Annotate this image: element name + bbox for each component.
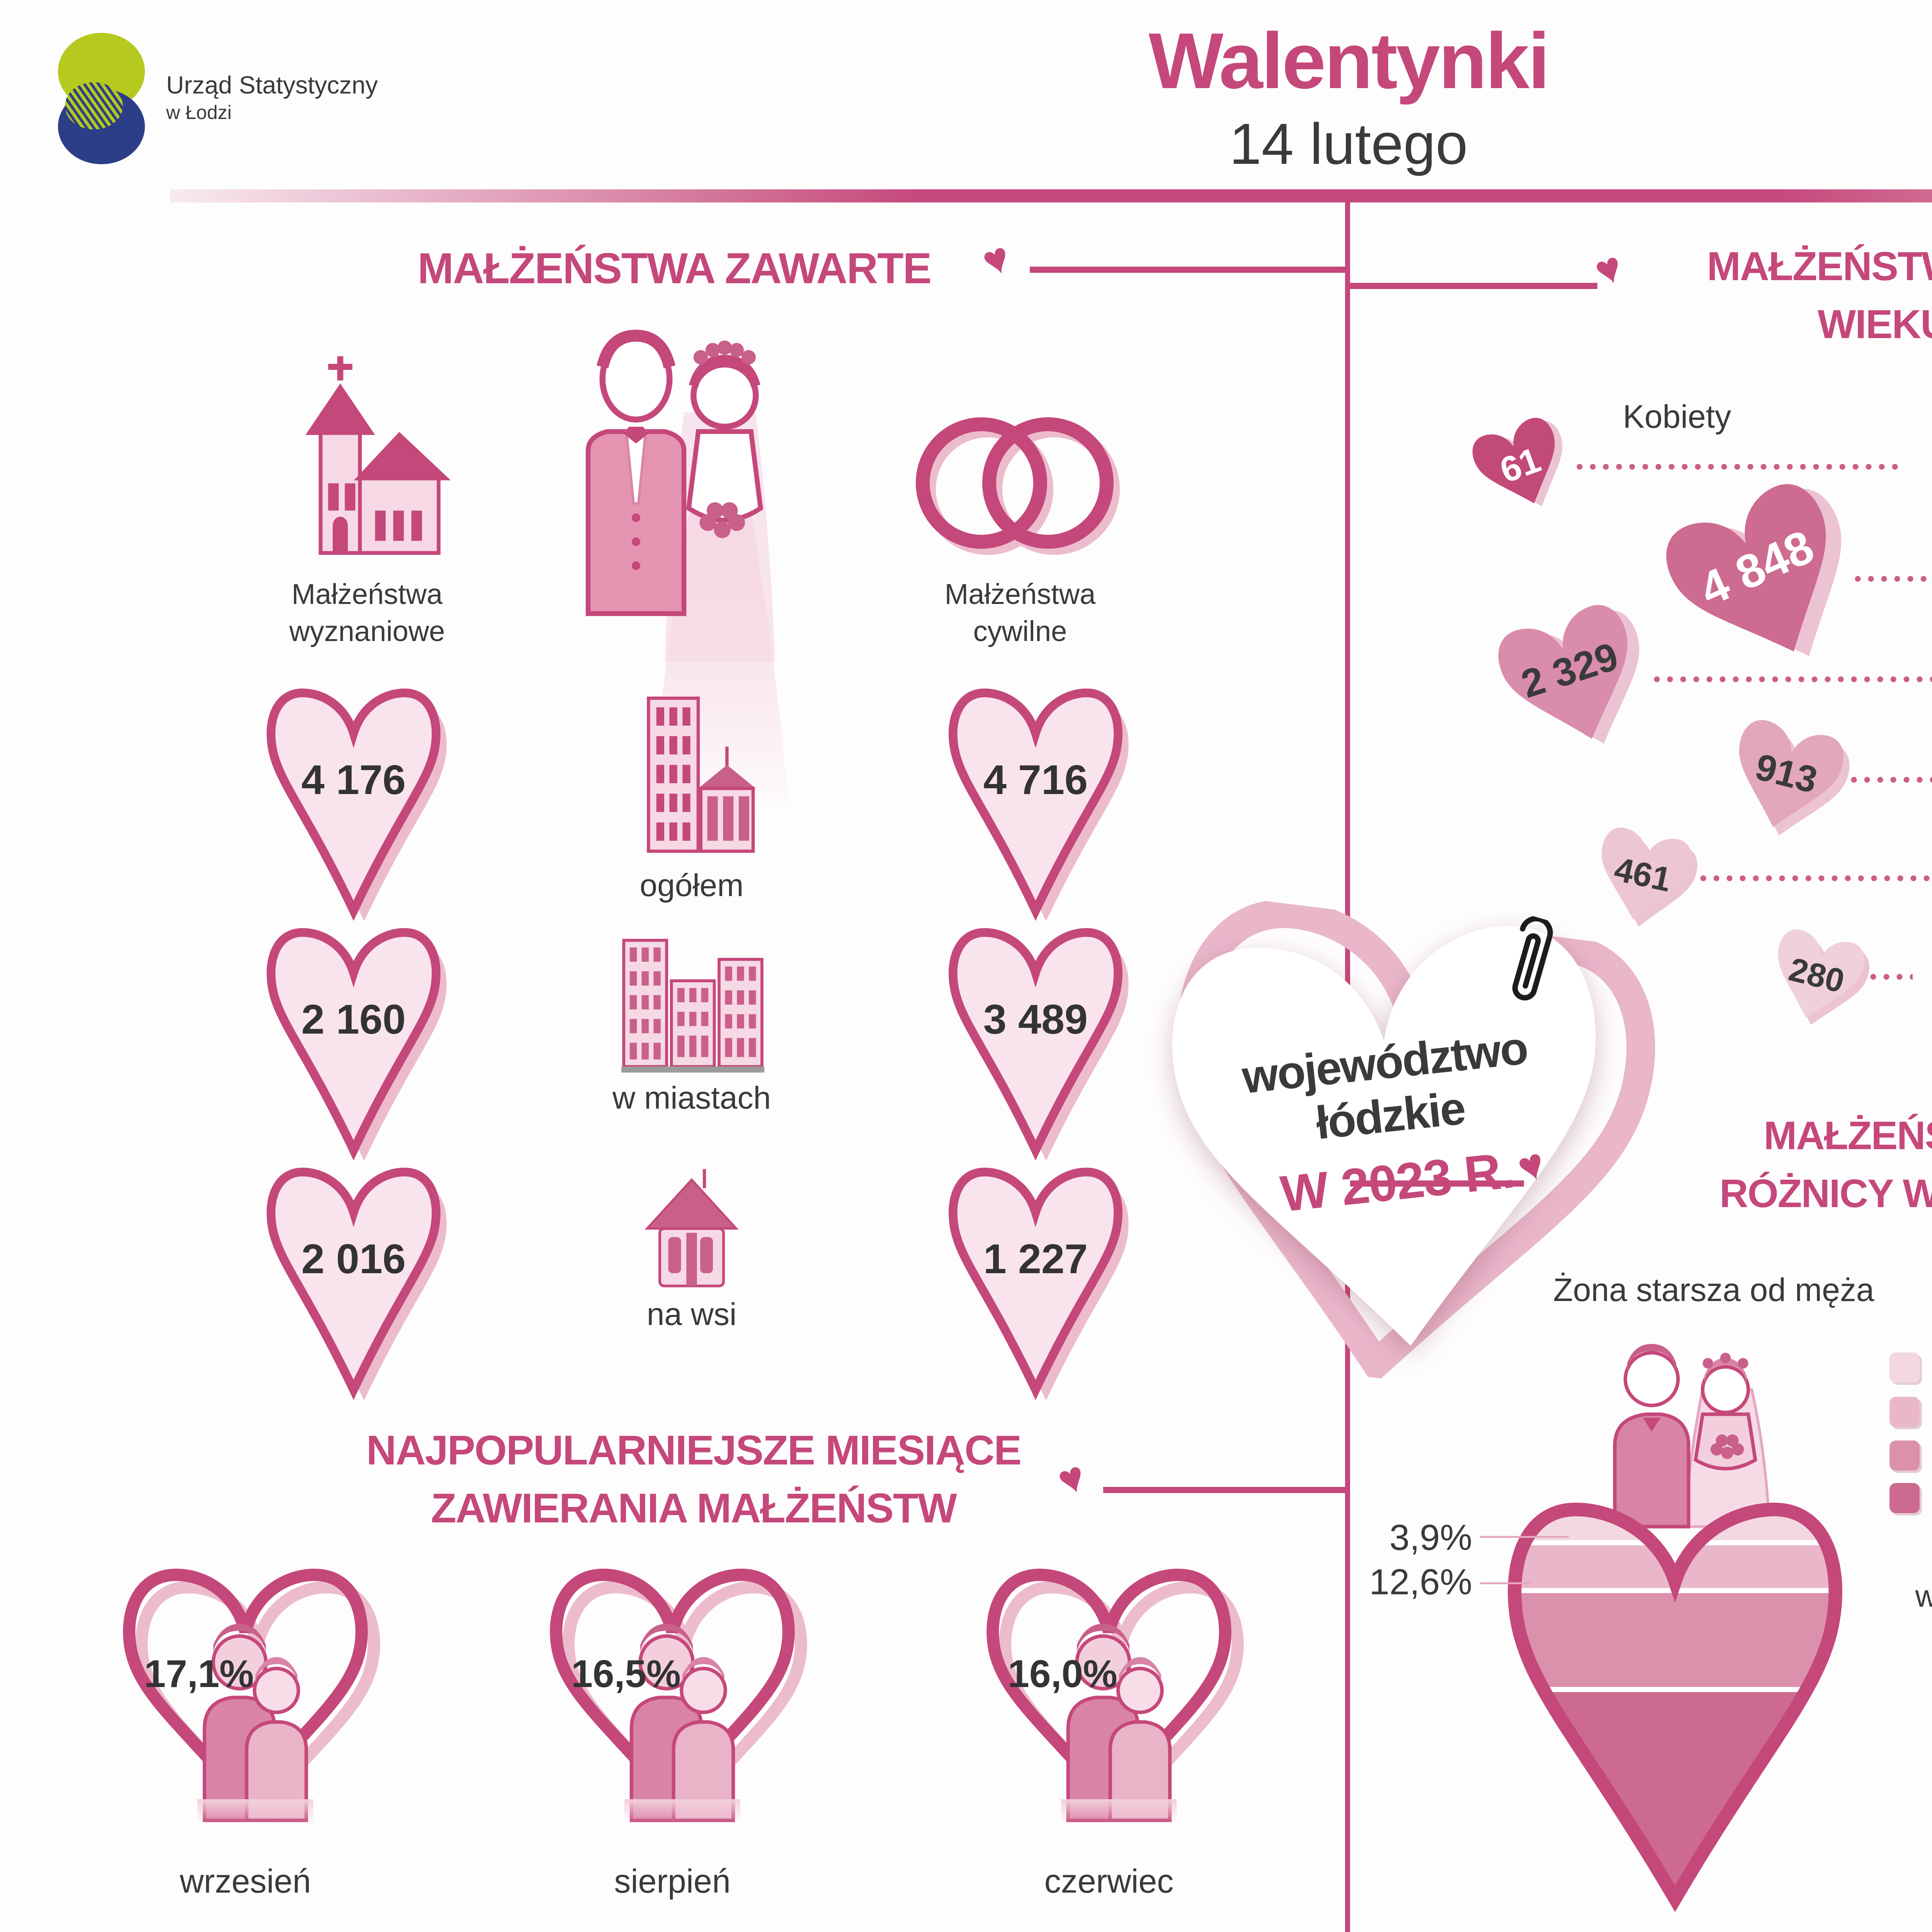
age-header-line1: MAŁŻEŃSTWA ZAWARTE WEDŁUG (1707, 244, 1932, 289)
month-label: wrzesień (180, 1863, 311, 1900)
age-header-line2: WIEKU NOWOŻEŃCÓW (1817, 302, 1932, 347)
dotted-line (1851, 777, 1932, 783)
logo-name-line1: Urząd Statystyczny (166, 71, 378, 99)
logo: Urząd Statystyczny w Łodzi (54, 33, 556, 172)
age-heart-women-20-29: 4 848 (1649, 468, 1884, 692)
marriages-header: MAŁŻEŃSTWA ZAWARTE (417, 244, 932, 293)
logo-name-line2: w Łodzi (166, 102, 232, 123)
wife-6-10-pct: 12,6% (1369, 1561, 1472, 1602)
month-wrzesien: 17,1% (122, 1569, 369, 1808)
age-row-label: 50 – 59 (1899, 860, 1932, 896)
dotted-line (1577, 464, 1905, 470)
logo-mark-icon (54, 33, 151, 164)
religious-total-heart: 4 176 (249, 686, 458, 922)
age-heart-women-50-59: 461 (1585, 822, 1701, 936)
religious-label-line1: Małżeństwa (291, 578, 443, 610)
agediff-header-line1: MAŁŻEŃSTWA ZAWARTE WEDŁUG (1764, 1113, 1932, 1158)
legend-swatch-1-2 (1889, 1483, 1920, 1513)
couple-icon (603, 1613, 769, 1824)
age-row-label: 20 – 29 (1899, 560, 1932, 597)
wife-older-chart: 25,8% 57,7% (1492, 1499, 1859, 1909)
age-heart-women-30-39: 2 329 (1486, 594, 1666, 764)
age-connector-line (1350, 283, 1597, 289)
rural-label: na wsi (646, 1297, 737, 1332)
age-row-label: 30 – 39 (1899, 661, 1932, 697)
month-value: 17,1% (144, 1652, 254, 1696)
callout-line (1480, 1582, 1530, 1584)
age-row-label: 40 – 49 (1899, 761, 1932, 798)
civil-label: Małżeństwa cywilne (912, 576, 1128, 650)
building-icon (647, 696, 756, 853)
religious-total-value: 4 176 (301, 756, 406, 803)
religious-label-line2: wyznaniowe (289, 615, 445, 648)
urban-label: w miastach (612, 1080, 771, 1116)
wife-3-5-pct: 25,8% (1859, 1648, 1932, 1694)
religious-rural-value: 2 016 (301, 1235, 406, 1282)
callout-line (1480, 1536, 1569, 1538)
religious-urban-value: 2 160 (301, 996, 406, 1043)
agediff-header-line2: RÓŻNICY WIEKU MIĘDZY MAŁŻONKAMI (1719, 1171, 1932, 1216)
age-heart-women-60: 280 (1760, 923, 1874, 1036)
month-value: 16,5% (571, 1652, 681, 1696)
age-row-label: 60 lat i więcej (1899, 958, 1932, 995)
civil-urban-value: 3 489 (983, 996, 1088, 1043)
wife-older-label: Żona starsza od męża (1553, 1272, 1874, 1308)
month-value: 16,0% (1008, 1652, 1117, 1696)
religious-rural-heart: 2 016 (249, 1165, 458, 1401)
legend-swatch-6-10 (1889, 1397, 1920, 1427)
house-icon (645, 1169, 739, 1287)
legend-swatch-3-5 (1889, 1440, 1920, 1471)
dotted-line (1700, 875, 1932, 881)
total-label: ogółem (639, 868, 744, 903)
months-connector-line (1103, 1487, 1347, 1493)
marriages-connector-line (1030, 267, 1347, 273)
city-buildings-icon (621, 939, 765, 1073)
couple-icon (176, 1613, 342, 1824)
month-czerwiec: 16,0% (985, 1569, 1233, 1808)
page-subtitle: 14 lutego (1229, 111, 1468, 176)
months-header-line1: NAJPOPULARNIEJSZE MIESIĄCE (366, 1427, 1022, 1473)
month-label: czerwiec (1044, 1863, 1174, 1900)
month-label: sierpień (614, 1863, 731, 1900)
wife-11plus-pct: 3,9% (1389, 1517, 1472, 1558)
civil-total-heart: 4 716 (931, 686, 1140, 922)
dotted-line (1870, 974, 1913, 980)
civil-total-value: 4 716 (983, 756, 1088, 803)
civil-urban-heart: 3 489 (931, 925, 1140, 1161)
equal-age-label-line2: w równym wieku (1915, 1579, 1932, 1613)
rings-icon (916, 417, 1120, 555)
heart-icon: ♥ (1051, 1451, 1092, 1505)
equal-age-label-line1: Małżonkowie (1893, 1536, 1932, 1576)
equal-age-label: Małżonkowie w równym wieku (1893, 1536, 1932, 1616)
agediff-connector-line (1350, 1180, 1524, 1187)
title-divider-bar (170, 189, 1932, 202)
age-heart-women-19: 61 (1464, 410, 1581, 521)
civil-rural-heart: 1 227 (931, 1165, 1140, 1401)
civil-label-line2: cywilne (973, 615, 1067, 648)
age-heart-women-40-49: 913 (1718, 713, 1855, 849)
age-row-label: 19 lat i mniej (1899, 448, 1932, 485)
page-title-block: Walentynki 14 lutego (962, 15, 1735, 177)
religious-label: Małżeństwa wyznaniowe (240, 576, 495, 650)
month-sierpien: 16,5% (549, 1569, 796, 1808)
dotted-line (1855, 576, 1932, 582)
legend-swatch-11plus (1889, 1352, 1920, 1383)
couple-icon (1039, 1613, 1206, 1824)
religious-urban-heart: 2 160 (249, 925, 458, 1161)
logo-name: Urząd Statystyczny w Łodzi (166, 70, 378, 125)
wife-1-2-pct: 57,7% (1859, 1801, 1932, 1847)
dotted-line (1654, 676, 1932, 682)
paperclip-icon (1512, 916, 1553, 1001)
civil-label-line1: Małżeństwa (944, 578, 1096, 610)
civil-rural-value: 1 227 (983, 1235, 1088, 1282)
page-title: Walentynki (1148, 17, 1550, 105)
church-icon (305, 356, 451, 555)
months-header-line2: ZAWIERANIA MAŁŻEŃSTW (431, 1485, 957, 1531)
women-column-label: Kobiety (1622, 398, 1731, 435)
